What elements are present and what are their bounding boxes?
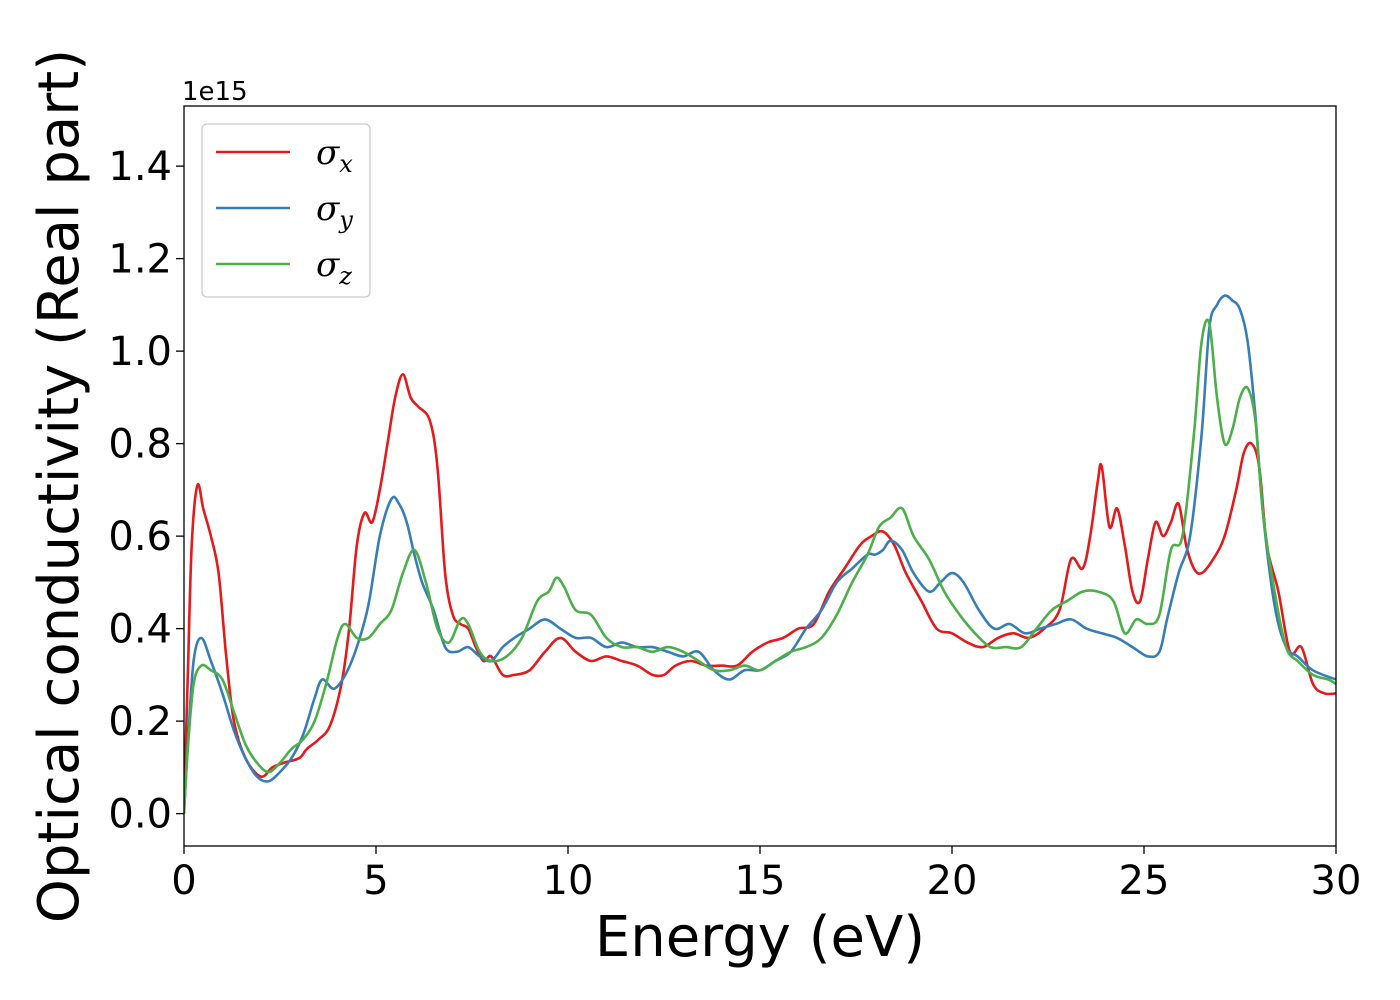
y-tick-label: 0.8	[108, 422, 172, 468]
legend: σx σy σz	[201, 123, 371, 298]
y-offset-text: 1e15	[182, 77, 248, 107]
x-tick-label: 30	[1311, 858, 1362, 904]
x-tick-label: 5	[363, 858, 388, 904]
y-tick-label: 0.2	[108, 699, 172, 745]
series-lines	[184, 294, 1336, 814]
y-tick-label: 0.4	[108, 607, 172, 653]
y-axis-label: Optical conductivity (Real part)	[27, 49, 92, 923]
x-axis-label: Energy (eV)	[595, 905, 925, 970]
y-tick-label: 0.6	[108, 514, 172, 560]
series-line-z	[184, 318, 1336, 814]
y-tick-label: 1.2	[108, 237, 172, 283]
y-tick-label: 1.4	[108, 144, 172, 190]
x-axis-ticks: 0 5 10 15 20 25 30	[171, 846, 1361, 904]
legend-box	[201, 123, 371, 298]
x-tick-label: 20	[927, 858, 978, 904]
y-tick-label: 0.0	[108, 792, 172, 838]
legend-label-y: σy	[316, 189, 353, 234]
x-tick-label: 15	[735, 858, 786, 904]
x-tick-label: 0	[171, 858, 196, 904]
legend-label-z: σz	[316, 245, 352, 290]
series-line-y	[184, 294, 1336, 814]
legend-label-x: σx	[316, 133, 353, 178]
x-tick-label: 25	[1119, 858, 1170, 904]
x-tick-label: 10	[543, 858, 594, 904]
series-line-x	[184, 373, 1336, 805]
y-axis-ticks: 0.0 0.2 0.4 0.6 0.8 1.0 1.2 1.4	[108, 144, 184, 838]
y-tick-label: 1.0	[108, 329, 172, 375]
